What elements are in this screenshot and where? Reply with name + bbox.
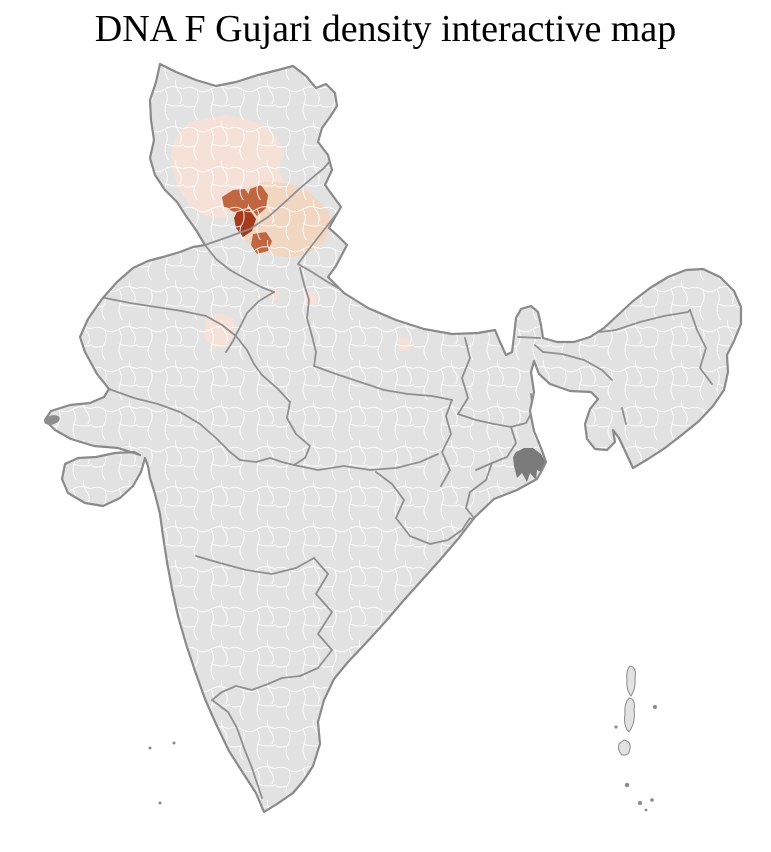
kutch-marsh-patch (44, 415, 60, 425)
map-title: DNA F Gujari density interactive map (94, 8, 677, 50)
lakshadweep-islands[interactable] (148, 741, 176, 805)
sundarbans-delta (513, 448, 546, 482)
andaman-nicobar-islands[interactable] (614, 665, 657, 812)
state-borders (104, 159, 713, 799)
